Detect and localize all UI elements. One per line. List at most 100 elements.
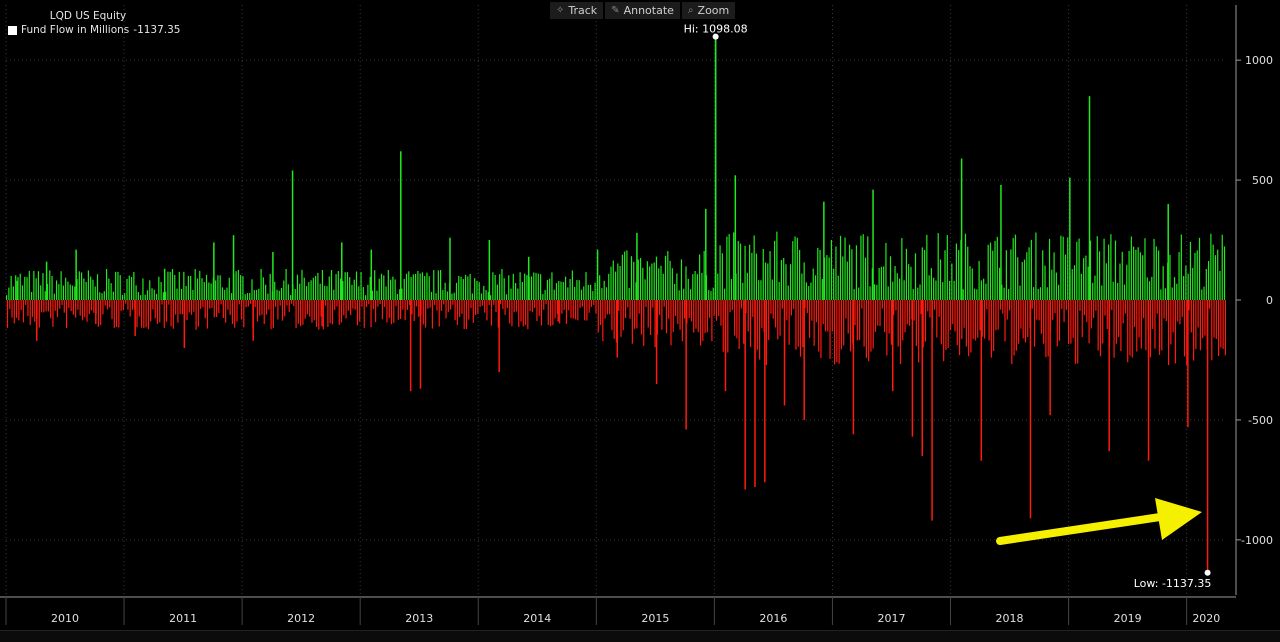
- flow-bar-positive: [535, 272, 537, 300]
- flow-bar-positive: [994, 241, 996, 300]
- flow-bar-positive: [560, 281, 562, 300]
- flow-bar-key: [872, 189, 874, 300]
- flow-bar-negative: [638, 300, 640, 314]
- flow-bar-positive: [471, 293, 474, 300]
- annotate-button[interactable]: ✎ Annotate: [605, 2, 680, 19]
- flow-bar-negative: [604, 300, 606, 319]
- flow-bar-negative: [479, 300, 481, 307]
- flow-bar-positive: [976, 289, 978, 300]
- flow-bar-positive: [1083, 258, 1085, 300]
- flow-bar-negative: [720, 300, 722, 326]
- flow-bar-negative: [150, 300, 152, 322]
- flow-bar-key: [980, 300, 983, 461]
- flow-bar-negative: [159, 300, 161, 323]
- flow-bar-positive: [1108, 244, 1110, 300]
- flow-bar-positive: [1160, 289, 1162, 300]
- flow-bar-negative: [999, 300, 1002, 310]
- flow-bar-negative: [690, 300, 693, 322]
- flow-bar-positive: [187, 275, 189, 300]
- flow-bar-negative: [645, 300, 647, 307]
- flow-bar-positive: [269, 273, 271, 300]
- flow-bar-positive: [719, 245, 721, 300]
- flow-bar-negative: [668, 300, 670, 319]
- flow-bar-negative: [818, 300, 820, 352]
- flow-bar-negative: [272, 300, 274, 329]
- flow-bar-positive: [1039, 287, 1042, 300]
- flow-bar-negative: [38, 300, 40, 328]
- flow-bar-positive: [937, 233, 939, 300]
- flow-bar-negative: [956, 300, 958, 346]
- flow-bar-positive: [349, 277, 351, 300]
- flow-bar-positive: [190, 276, 192, 300]
- flow-bar-positive: [1087, 266, 1089, 300]
- flow-bar-positive: [1080, 273, 1082, 300]
- flow-bar-positive: [185, 285, 187, 300]
- flow-bar-positive: [1026, 252, 1028, 300]
- flow-bar-positive: [833, 268, 835, 300]
- flow-bar-positive: [689, 289, 692, 300]
- flow-bar-negative: [849, 300, 852, 352]
- flow-bar-key: [272, 252, 274, 300]
- flow-bar-positive: [383, 275, 385, 300]
- flow-bar-key: [744, 300, 746, 490]
- flow-bar-positive: [55, 280, 58, 300]
- flow-bar-negative: [1036, 300, 1038, 320]
- track-button[interactable]: ✧ Track: [550, 2, 604, 19]
- flow-bar-positive: [112, 291, 114, 300]
- flow-bar-negative: [472, 300, 474, 323]
- flow-bar-key: [341, 242, 343, 300]
- flow-bar-negative: [552, 300, 554, 326]
- flow-bar-positive: [1055, 272, 1057, 300]
- flow-bar-negative: [672, 300, 674, 333]
- flow-bar-negative: [797, 300, 799, 347]
- crosshair-icon: ✧: [556, 5, 565, 16]
- flow-bar-positive: [103, 291, 105, 300]
- flow-bar-positive: [367, 284, 369, 300]
- bottom-scroll-strip[interactable]: [0, 630, 1280, 642]
- zoom-button[interactable]: ⌕ Zoom: [681, 2, 736, 19]
- flow-bar-positive: [83, 278, 85, 300]
- flow-bar-positive: [519, 272, 521, 300]
- legend-series-row[interactable]: Fund Flow in Millions -1137.35: [8, 24, 188, 36]
- flow-bar-negative: [572, 300, 574, 319]
- flow-bar-positive: [919, 284, 921, 300]
- flow-bar-negative: [811, 300, 813, 321]
- flow-bar-negative: [1004, 300, 1006, 342]
- flow-bar-negative: [434, 300, 436, 306]
- flow-bar-positive: [1214, 255, 1217, 300]
- flow-bar-positive: [153, 289, 155, 300]
- flow-bar-positive: [1148, 281, 1151, 300]
- flow-bar-positive: [978, 260, 980, 300]
- flow-bar-negative: [40, 300, 43, 313]
- flow-bar-positive: [317, 272, 319, 300]
- flow-bar-positive: [265, 284, 267, 300]
- flow-bar-positive: [110, 283, 112, 300]
- flow-bar-negative: [29, 300, 31, 325]
- flow-bar-positive: [971, 268, 973, 300]
- flow-bar-key: [891, 300, 894, 392]
- flow-bar-negative: [18, 300, 20, 321]
- flow-bar-positive: [46, 283, 49, 300]
- zoom-label: Zoom: [697, 4, 730, 17]
- flow-bar-negative: [620, 300, 622, 337]
- flow-bar-negative: [81, 300, 84, 321]
- flow-bar-positive: [1180, 234, 1182, 300]
- flow-bar-positive: [601, 288, 603, 300]
- x-tick-label: 2019: [1114, 612, 1142, 625]
- flow-bar-negative: [1065, 300, 1067, 310]
- flow-bar-negative: [870, 300, 872, 352]
- flow-bar-positive: [1030, 239, 1032, 300]
- flow-bar-negative: [186, 300, 188, 320]
- flow-bar-positive: [574, 286, 576, 300]
- flow-bar-positive: [489, 295, 492, 300]
- flow-bar-positive: [1023, 259, 1026, 300]
- flow-bar-positive: [487, 291, 489, 300]
- flow-bar-positive: [78, 271, 80, 300]
- flow-bar-negative: [422, 300, 424, 325]
- flow-bar-positive: [567, 287, 569, 300]
- flow-bar-key: [400, 151, 402, 300]
- flow-bar-positive: [1223, 246, 1226, 300]
- flow-bar-positive: [869, 286, 871, 300]
- y-tick-label: 1000: [1245, 54, 1273, 67]
